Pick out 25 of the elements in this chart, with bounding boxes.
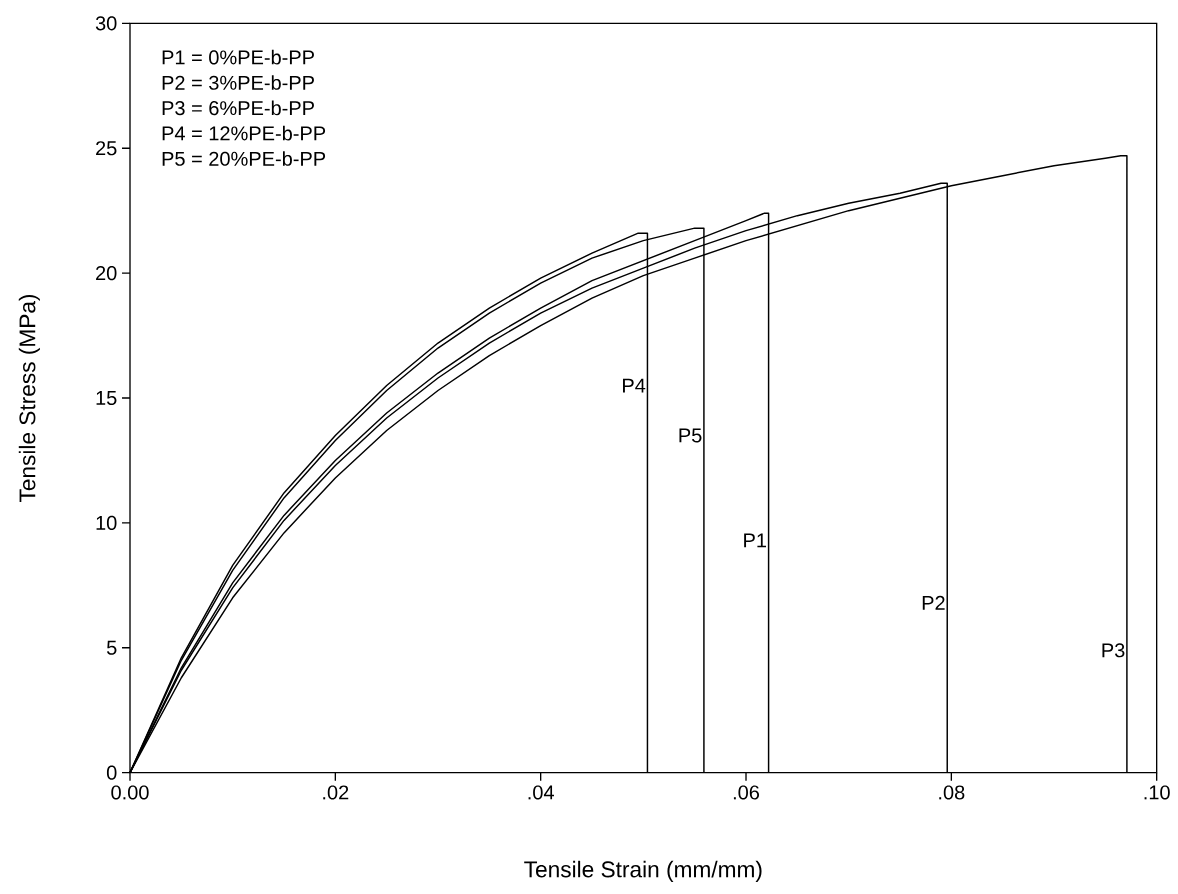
y-tick-label: 25 bbox=[96, 141, 117, 156]
x-tick-label: .02 bbox=[323, 785, 349, 800]
annotation: P3 = 6%PE-b-PP bbox=[162, 100, 314, 116]
annotation: P1 bbox=[744, 533, 767, 548]
annotation: P5 = 20%PE-b-PP bbox=[162, 151, 326, 166]
y-tick-label: 20 bbox=[96, 266, 117, 281]
annotation: P2 = 3%PE-b-PP bbox=[162, 75, 314, 90]
y-tick-label: 10 bbox=[96, 515, 117, 530]
y-tick-label: 5 bbox=[106, 640, 117, 655]
annotation: P4 bbox=[623, 378, 646, 393]
x-tick-label: .08 bbox=[939, 785, 965, 800]
y-tick-label: 30 bbox=[95, 16, 117, 31]
x-axis-title: Tensile Strain (mm/mm) bbox=[524, 860, 762, 882]
annotation: P2 bbox=[922, 595, 945, 610]
annotation: P4 = 12%PE-b-PP bbox=[162, 125, 326, 141]
x-tick-label: .04 bbox=[528, 785, 554, 800]
x-tick-label: .06 bbox=[733, 785, 760, 800]
y-tick-label: 15 bbox=[96, 391, 117, 405]
y-tick-label: 0 bbox=[106, 765, 117, 780]
annotation: P5 bbox=[679, 428, 702, 443]
annotation: P3 bbox=[1102, 643, 1125, 658]
x-tick-label: 0.00 bbox=[111, 785, 149, 800]
x-tick-label: .10 bbox=[1144, 785, 1170, 800]
annotation: P1 = 0%PE-b-PP bbox=[162, 49, 314, 65]
y-axis-title: Tensile Stress (MPa) bbox=[18, 294, 40, 503]
